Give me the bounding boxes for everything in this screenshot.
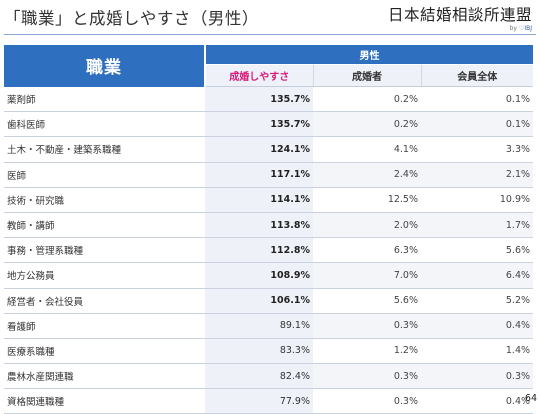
married-cell: 0.2%	[313, 86, 421, 113]
married-cell: 7.0%	[313, 262, 421, 289]
occupation-cell: 農林水産関連職	[4, 363, 205, 390]
ease-cell: 108.9%	[205, 262, 313, 289]
occupation-cell: 薬剤師	[4, 86, 205, 113]
all-members-cell: 0.4%	[421, 388, 534, 414]
married-cell: 0.3%	[313, 363, 421, 390]
table-body: 薬剤師 135.7% 0.2% 0.1% 歯科医師 135.7% 0.2% 0.1% 土木・不動…	[4, 86, 534, 414]
occupation-cell: 教師・講師	[4, 212, 205, 239]
table-row: 医療系職種 83.3% 1.2% 1.4%	[4, 338, 534, 365]
table-row: 土木・不動産・建築系職種 124.1% 4.1% 3.3%	[4, 136, 534, 163]
ease-cell: 135.7%	[205, 86, 313, 113]
occupation-cell: 技術・研究職	[4, 187, 205, 213]
table-row: 教師・講師 113.8% 2.0% 1.7%	[4, 212, 534, 239]
ease-cell: 135.7%	[205, 111, 313, 138]
ease-cell: 113.8%	[205, 212, 313, 239]
gender-group-header: 男性	[205, 45, 534, 65]
occupation-cell: 経営者・会社役員	[4, 288, 205, 314]
table-row: 事務・管理系職種 112.8% 6.3% 5.6%	[4, 237, 534, 264]
page-number: 64	[524, 393, 537, 404]
married-cell: 2.0%	[313, 212, 421, 239]
married-cell: 2.4%	[313, 162, 421, 188]
all-members-cell: 5.2%	[421, 288, 534, 314]
married-cell: 6.3%	[313, 237, 421, 264]
occupation-cell: 地方公務員	[4, 262, 205, 289]
page-title: 「職業」と成婚しやすさ（男性）	[4, 9, 259, 28]
title-divider	[4, 34, 536, 35]
all-members-cell: 0.1%	[421, 86, 534, 113]
married-cell: 0.3%	[313, 313, 421, 339]
married-cell: 5.6%	[313, 288, 421, 314]
occupation-header: 職業	[4, 45, 206, 87]
ease-cell: 112.8%	[205, 237, 313, 264]
ease-cell: 106.1%	[205, 288, 313, 314]
all-members-cell: 1.4%	[421, 338, 534, 365]
column-header-all-members: 会員全体	[421, 64, 534, 87]
occupation-table: 職業 男性 成婚しやすさ 成婚者 会員全体 薬剤師 135.7% 0.2% 0.1% 歯…	[4, 45, 534, 414]
table-row: 技術・研究職 114.1% 12.5% 10.9%	[4, 187, 534, 213]
ease-cell: 82.4%	[205, 363, 313, 390]
all-members-cell: 5.6%	[421, 237, 534, 264]
all-members-cell: 3.3%	[421, 136, 534, 163]
all-members-cell: 10.9%	[421, 187, 534, 213]
occupation-cell: 資格関連職種	[4, 388, 205, 414]
logo-by: by	[509, 25, 517, 32]
married-cell: 12.5%	[313, 187, 421, 213]
occupation-cell: 医療系職種	[4, 338, 205, 365]
ibj-logo: 日本結婚相談所連盟 by ♡IBJ	[388, 3, 532, 32]
ease-cell: 89.1%	[205, 313, 313, 339]
ease-cell: 77.9%	[205, 388, 313, 414]
ease-cell: 83.3%	[205, 338, 313, 365]
table-row: 薬剤師 135.7% 0.2% 0.1%	[4, 86, 534, 113]
married-cell: 4.1%	[313, 136, 421, 163]
married-cell: 1.2%	[313, 338, 421, 365]
occupation-cell: 歯科医師	[4, 111, 205, 138]
column-header-ease: 成婚しやすさ	[205, 64, 314, 87]
all-members-cell: 0.4%	[421, 313, 534, 339]
occupation-cell: 医師	[4, 162, 205, 188]
column-header-married: 成婚者	[313, 64, 422, 87]
table-row: 地方公務員 108.9% 7.0% 6.4%	[4, 262, 534, 289]
ease-cell: 117.1%	[205, 162, 313, 188]
all-members-cell: 6.4%	[421, 262, 534, 289]
occupation-cell: 事務・管理系職種	[4, 237, 205, 264]
table-row: 資格関連職種 77.9% 0.3% 0.4%	[4, 388, 534, 414]
all-members-cell: 0.3%	[421, 363, 534, 390]
logo-brand: IBJ	[524, 25, 532, 32]
all-members-cell: 2.1%	[421, 162, 534, 188]
ease-cell: 114.1%	[205, 187, 313, 213]
occupation-cell: 看護師	[4, 313, 205, 339]
logo-brand-icon: ♡	[518, 25, 525, 32]
table-row: 医師 117.1% 2.4% 2.1%	[4, 162, 534, 188]
all-members-cell: 1.7%	[421, 212, 534, 239]
table-row: 経営者・会社役員 106.1% 5.6% 5.2%	[4, 288, 534, 314]
table-row: 歯科医師 135.7% 0.2% 0.1%	[4, 111, 534, 138]
occupation-cell: 土木・不動産・建築系職種	[4, 136, 205, 163]
table-row: 看護師 89.1% 0.3% 0.4%	[4, 313, 534, 339]
logo-sub: by ♡IBJ	[388, 25, 532, 32]
logo-text: 日本結婚相談所連盟	[387, 6, 532, 24]
all-members-cell: 0.1%	[421, 111, 534, 138]
table-row: 農林水産関連職 82.4% 0.3% 0.3%	[4, 363, 534, 390]
married-cell: 0.2%	[313, 111, 421, 138]
ease-cell: 124.1%	[205, 136, 313, 163]
married-cell: 0.3%	[313, 388, 421, 414]
